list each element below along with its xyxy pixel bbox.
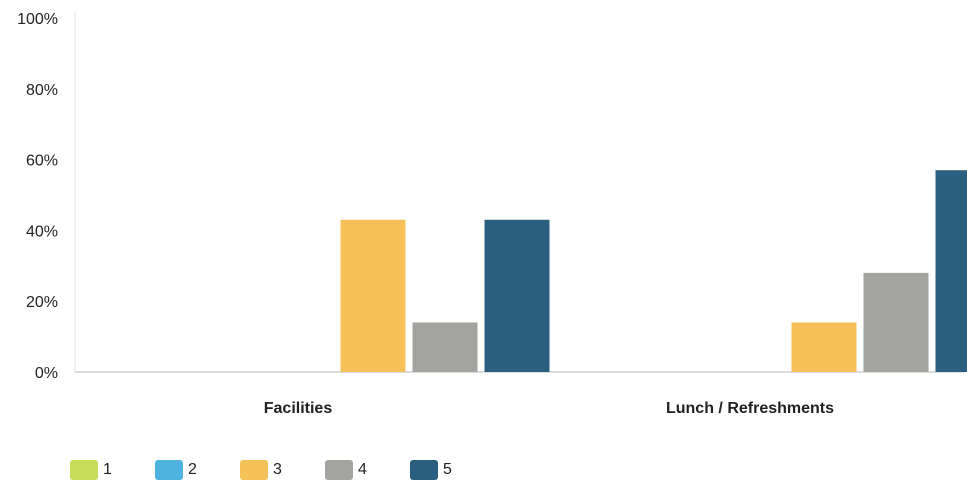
legend-label: 3	[273, 461, 282, 478]
bar	[412, 322, 478, 372]
legend-label: 5	[443, 461, 452, 478]
category-labels: Facilities Lunch / Refreshments	[264, 400, 834, 417]
bars	[340, 170, 967, 372]
bar	[863, 272, 929, 372]
legend-swatch	[240, 460, 268, 480]
x-category-label: Facilities	[264, 400, 333, 417]
bar	[935, 170, 967, 372]
y-tick-label: 100%	[17, 11, 58, 28]
bar	[340, 219, 406, 372]
legend-swatch	[325, 460, 353, 480]
bar	[791, 322, 857, 372]
y-tick-label: 60%	[26, 153, 58, 170]
legend-label: 1	[103, 461, 112, 478]
y-axis: 0% 20% 40% 60% 80% 100%	[17, 11, 58, 382]
y-tick-label: 80%	[26, 82, 58, 99]
y-tick-label: 0%	[35, 365, 58, 382]
legend-label: 2	[188, 461, 197, 478]
legend-swatch	[70, 460, 98, 480]
legend-label: 4	[358, 461, 367, 478]
legend-swatch	[410, 460, 438, 480]
legend: 1 2 3 4 5	[70, 460, 452, 480]
y-tick-label: 20%	[26, 294, 58, 311]
legend-swatch	[155, 460, 183, 480]
x-category-label: Lunch / Refreshments	[666, 400, 834, 417]
y-tick-label: 40%	[26, 223, 58, 240]
bar	[484, 219, 550, 372]
